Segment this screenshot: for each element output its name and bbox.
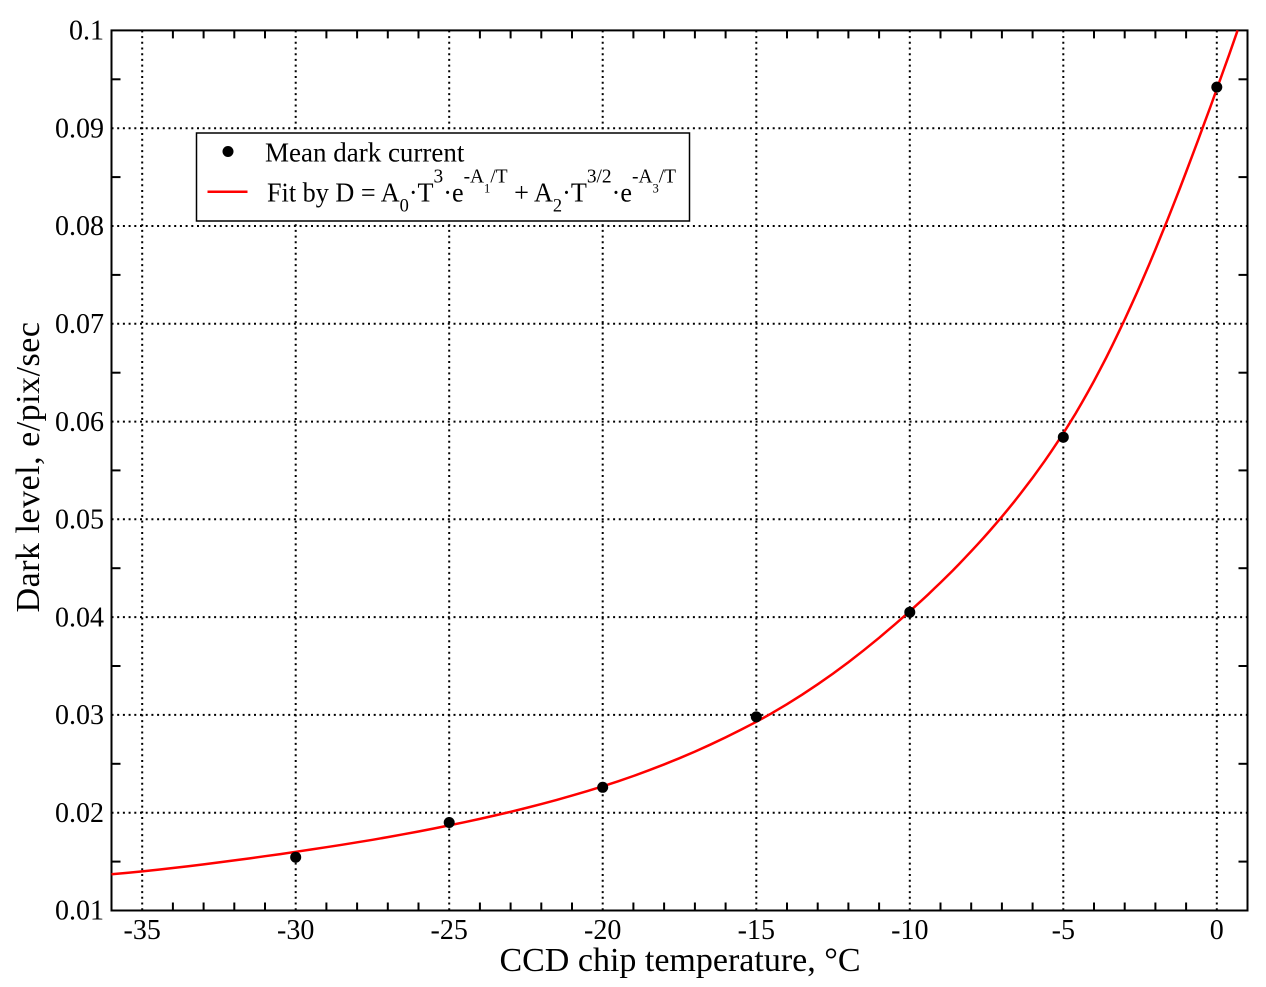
- svg-text:0: 0: [1210, 915, 1224, 946]
- svg-text:0.1: 0.1: [69, 16, 104, 47]
- svg-text:0.08: 0.08: [55, 211, 104, 242]
- svg-text:0.07: 0.07: [55, 309, 104, 340]
- svg-text:0.05: 0.05: [55, 505, 104, 536]
- svg-text:0.01: 0.01: [55, 896, 104, 927]
- svg-text:-30: -30: [277, 915, 314, 946]
- svg-text:-5: -5: [1052, 915, 1075, 946]
- svg-text:0.04: 0.04: [55, 602, 104, 633]
- svg-text:-10: -10: [891, 915, 928, 946]
- svg-text:0.03: 0.03: [55, 700, 104, 731]
- svg-text:CCD chip temperature, °C: CCD chip temperature, °C: [499, 942, 860, 979]
- svg-text:Mean dark current: Mean dark current: [265, 138, 465, 168]
- svg-text:0.09: 0.09: [55, 113, 104, 144]
- svg-text:-15: -15: [738, 915, 775, 946]
- svg-text:-35: -35: [124, 915, 161, 946]
- svg-text:-20: -20: [584, 915, 621, 946]
- svg-text:-25: -25: [431, 915, 468, 946]
- svg-text:Dark level, e/pix/sec: Dark level, e/pix/sec: [10, 322, 47, 613]
- svg-text:0.02: 0.02: [55, 798, 104, 829]
- svg-text:0.06: 0.06: [55, 407, 104, 438]
